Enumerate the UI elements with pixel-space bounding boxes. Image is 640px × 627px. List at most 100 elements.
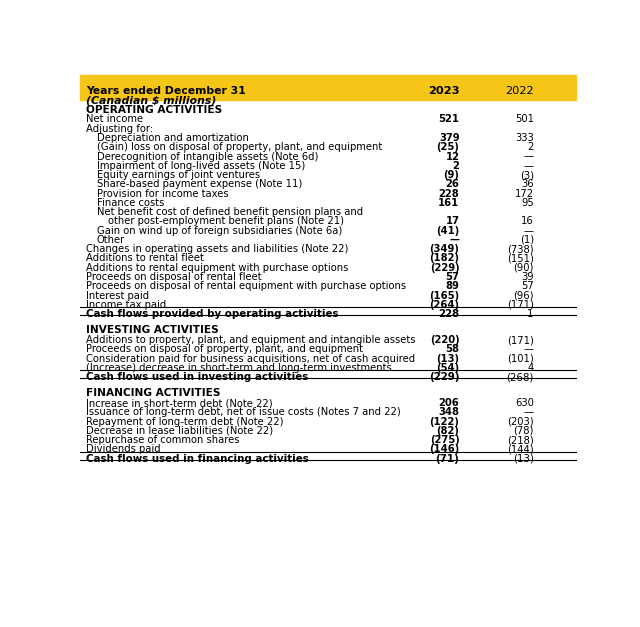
Text: (264): (264): [429, 300, 460, 310]
Text: —: —: [524, 161, 534, 171]
Text: (96): (96): [513, 290, 534, 300]
Text: Repurchase of common shares: Repurchase of common shares: [86, 435, 239, 445]
Text: (1): (1): [520, 235, 534, 245]
Text: (9): (9): [444, 170, 460, 180]
Text: (101): (101): [507, 354, 534, 364]
Text: Net benefit cost of defined benefit pension plans and: Net benefit cost of defined benefit pens…: [97, 207, 363, 217]
Text: 172: 172: [515, 189, 534, 199]
Text: Adjusting for:: Adjusting for:: [86, 124, 153, 134]
Text: Issuance of long-term debt, net of issue costs (Notes 7 and 22): Issuance of long-term debt, net of issue…: [86, 408, 401, 418]
Text: Equity earnings of joint ventures: Equity earnings of joint ventures: [97, 170, 260, 180]
Text: (349): (349): [429, 244, 460, 254]
Text: (171): (171): [507, 335, 534, 345]
Text: 57: 57: [445, 272, 460, 282]
Text: (165): (165): [429, 290, 460, 300]
Text: 2: 2: [452, 161, 460, 171]
Text: (13): (13): [436, 354, 460, 364]
Text: Changes in operating assets and liabilities (Note 22): Changes in operating assets and liabilit…: [86, 244, 348, 254]
Text: other post-employment benefit plans (Note 21): other post-employment benefit plans (Not…: [108, 216, 344, 226]
Text: Impairment of long-lived assets (Note 15): Impairment of long-lived assets (Note 15…: [97, 161, 305, 171]
Text: Gain on wind up of foreign subsidiaries (Note 6a): Gain on wind up of foreign subsidiaries …: [97, 226, 342, 236]
Text: 228: 228: [438, 189, 460, 199]
Text: Decrease in lease liabilities (Note 22): Decrease in lease liabilities (Note 22): [86, 426, 273, 436]
Text: (Increase) decrease in short-term and long-term investments: (Increase) decrease in short-term and lo…: [86, 363, 392, 373]
Text: (151): (151): [507, 253, 534, 263]
Text: 12: 12: [445, 152, 460, 162]
Text: —: —: [449, 235, 460, 245]
Text: 630: 630: [515, 398, 534, 408]
Text: Dividends paid: Dividends paid: [86, 445, 161, 455]
Text: Increase in short-term debt (Note 22): Increase in short-term debt (Note 22): [86, 398, 273, 408]
Text: Additions to rental equipment with purchase options: Additions to rental equipment with purch…: [86, 263, 348, 273]
Text: (25): (25): [436, 142, 460, 152]
Text: 228: 228: [438, 309, 460, 319]
Text: 161: 161: [438, 198, 460, 208]
Text: (82): (82): [436, 426, 460, 436]
Text: 39: 39: [521, 272, 534, 282]
Text: 521: 521: [438, 114, 460, 124]
Text: (13): (13): [513, 454, 534, 464]
Text: 95: 95: [521, 198, 534, 208]
Text: Repayment of long-term debt (Note 22): Repayment of long-term debt (Note 22): [86, 417, 284, 426]
Text: 58: 58: [445, 344, 460, 354]
Text: Proceeds on disposal of rental equipment with purchase options: Proceeds on disposal of rental equipment…: [86, 282, 406, 292]
Text: 26: 26: [445, 179, 460, 189]
Text: Interest paid: Interest paid: [86, 290, 149, 300]
Text: 206: 206: [438, 398, 460, 408]
Text: FINANCING ACTIVITIES: FINANCING ACTIVITIES: [86, 388, 220, 398]
FancyBboxPatch shape: [80, 75, 576, 100]
Text: 333: 333: [515, 133, 534, 143]
Text: Additions to rental fleet: Additions to rental fleet: [86, 253, 204, 263]
Text: 4: 4: [527, 363, 534, 373]
Text: (144): (144): [508, 445, 534, 455]
Text: 17: 17: [445, 216, 460, 226]
Text: —: —: [524, 408, 534, 418]
Text: Cash flows used in investing activities: Cash flows used in investing activities: [86, 372, 308, 382]
Text: (229): (229): [430, 263, 460, 273]
Text: (90): (90): [513, 263, 534, 273]
Text: Proceeds on disposal of rental fleet: Proceeds on disposal of rental fleet: [86, 272, 262, 282]
Text: —: —: [524, 152, 534, 162]
Text: 1: 1: [527, 309, 534, 319]
Text: (54): (54): [436, 363, 460, 373]
Text: Additions to property, plant, and equipment and intangible assets: Additions to property, plant, and equipm…: [86, 335, 415, 345]
Text: Finance costs: Finance costs: [97, 198, 164, 208]
Text: Derecognition of intangible assets (Note 6d): Derecognition of intangible assets (Note…: [97, 152, 318, 162]
Text: (Gain) loss on disposal of property, plant, and equipment: (Gain) loss on disposal of property, pla…: [97, 142, 382, 152]
Text: 348: 348: [438, 408, 460, 418]
Text: 2: 2: [527, 142, 534, 152]
Text: Years ended December 31: Years ended December 31: [86, 87, 246, 97]
Text: (78): (78): [513, 426, 534, 436]
Text: (738): (738): [508, 244, 534, 254]
Text: (71): (71): [436, 454, 460, 464]
Text: Other: Other: [97, 235, 125, 245]
Text: (182): (182): [429, 253, 460, 263]
Text: Cash flows used in financing activities: Cash flows used in financing activities: [86, 454, 308, 464]
Text: (275): (275): [429, 435, 460, 445]
Text: (203): (203): [508, 417, 534, 426]
Text: Net income: Net income: [86, 114, 143, 124]
Text: Depreciation and amortization: Depreciation and amortization: [97, 133, 249, 143]
Text: —: —: [524, 226, 534, 236]
Text: 89: 89: [445, 282, 460, 292]
Text: OPERATING ACTIVITIES: OPERATING ACTIVITIES: [86, 105, 222, 115]
Text: INVESTING ACTIVITIES: INVESTING ACTIVITIES: [86, 325, 219, 335]
Text: Consideration paid for business acquisitions, net of cash acquired: Consideration paid for business acquisit…: [86, 354, 415, 364]
Text: Cash flows provided by operating activities: Cash flows provided by operating activit…: [86, 309, 339, 319]
Text: 36: 36: [521, 179, 534, 189]
Text: (171): (171): [507, 300, 534, 310]
Text: (122): (122): [429, 417, 460, 426]
Text: (Canadian $ millions): (Canadian $ millions): [86, 95, 216, 105]
Text: 501: 501: [515, 114, 534, 124]
Text: (41): (41): [436, 226, 460, 236]
Text: Proceeds on disposal of property, plant, and equipment: Proceeds on disposal of property, plant,…: [86, 344, 363, 354]
Text: Income tax paid: Income tax paid: [86, 300, 166, 310]
Text: 2023: 2023: [428, 86, 460, 96]
Text: (146): (146): [429, 445, 460, 455]
Text: Share-based payment expense (Note 11): Share-based payment expense (Note 11): [97, 179, 302, 189]
Text: 16: 16: [521, 216, 534, 226]
Text: (268): (268): [506, 372, 534, 382]
Text: 2022: 2022: [505, 86, 534, 96]
Text: 57: 57: [521, 282, 534, 292]
Text: (3): (3): [520, 170, 534, 180]
